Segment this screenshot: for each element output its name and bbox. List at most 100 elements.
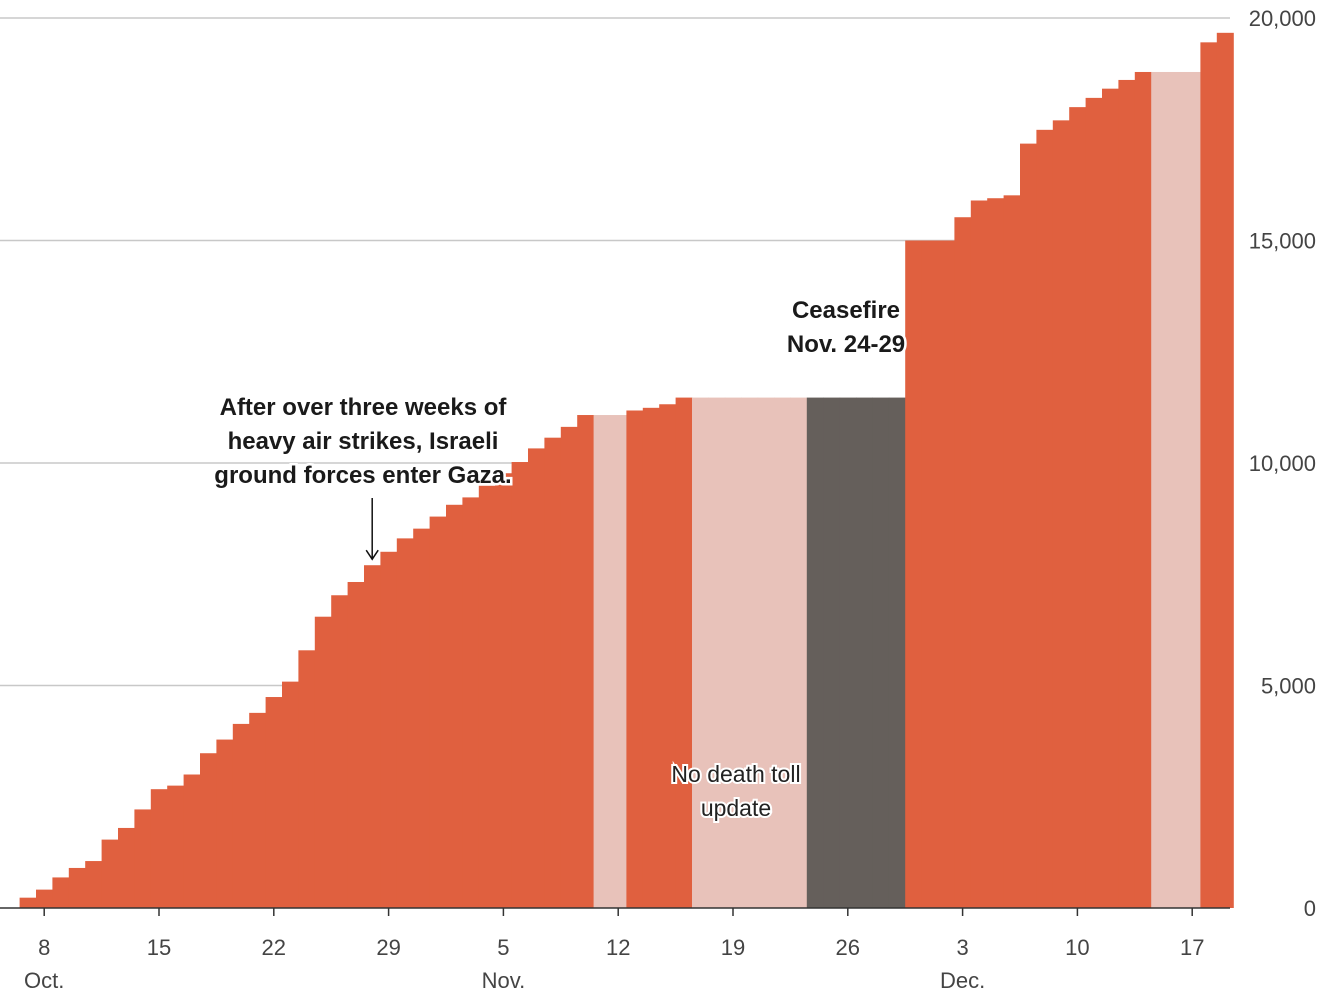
bar bbox=[659, 404, 677, 908]
x-month-label: Oct. bbox=[24, 968, 64, 993]
bar bbox=[708, 397, 726, 908]
annotation-no-update: No death toll bbox=[671, 761, 800, 787]
bar bbox=[183, 774, 201, 908]
bar bbox=[1102, 88, 1119, 908]
bar bbox=[626, 410, 644, 908]
bar bbox=[68, 867, 86, 908]
bar bbox=[544, 437, 562, 908]
bar bbox=[839, 397, 857, 908]
bar bbox=[692, 397, 709, 908]
x-tick-label: 22 bbox=[262, 935, 286, 960]
y-tick-label: 10,000 bbox=[1249, 451, 1316, 476]
bar bbox=[298, 650, 316, 908]
bar bbox=[52, 877, 70, 908]
bar bbox=[1020, 143, 1037, 908]
annotation-ground-forces: heavy air strikes, Israeli bbox=[228, 428, 499, 455]
x-tick-label: 15 bbox=[147, 935, 171, 960]
bar bbox=[675, 397, 693, 908]
bar bbox=[118, 827, 135, 908]
bar bbox=[232, 723, 250, 908]
bar bbox=[970, 200, 988, 908]
x-tick-label: 12 bbox=[606, 935, 630, 960]
bar bbox=[642, 407, 660, 908]
bar bbox=[757, 397, 775, 908]
bar bbox=[1069, 107, 1087, 909]
bar bbox=[134, 809, 152, 908]
y-tick-label: 15,000 bbox=[1249, 229, 1316, 254]
bar bbox=[954, 217, 972, 908]
bar bbox=[560, 426, 578, 908]
bar bbox=[1200, 42, 1218, 909]
bar bbox=[380, 551, 398, 908]
x-tick-label: 5 bbox=[497, 935, 509, 960]
bar bbox=[265, 697, 283, 908]
bar bbox=[823, 397, 841, 908]
bar bbox=[741, 397, 759, 908]
y-axis-tick-labels: 0 5,000 10,000 15,000 20,000 bbox=[1249, 6, 1316, 921]
y-tick-label: 5,000 bbox=[1261, 674, 1316, 699]
bar bbox=[921, 240, 939, 908]
bar bbox=[167, 785, 185, 908]
bar bbox=[462, 497, 480, 908]
bars bbox=[19, 32, 1234, 909]
bar bbox=[216, 739, 234, 908]
bar bbox=[1184, 71, 1201, 908]
bar bbox=[314, 616, 332, 908]
bar bbox=[1085, 97, 1103, 908]
bar bbox=[150, 789, 168, 908]
bar bbox=[364, 565, 381, 908]
bar bbox=[1134, 71, 1152, 908]
x-month-label: Dec. bbox=[940, 968, 985, 993]
bar bbox=[938, 240, 955, 908]
bar bbox=[774, 397, 791, 908]
bar bbox=[396, 538, 414, 908]
x-tick-label: 29 bbox=[376, 935, 400, 960]
bar bbox=[1003, 195, 1021, 908]
annotation-no-update: update bbox=[701, 795, 771, 821]
x-tick-label: 8 bbox=[38, 935, 50, 960]
bar bbox=[1216, 32, 1234, 909]
bar bbox=[577, 415, 595, 908]
bar bbox=[19, 897, 37, 908]
annotation-ceasefire: Nov. 24-29 bbox=[787, 331, 905, 358]
bar bbox=[1151, 71, 1169, 908]
bar bbox=[1052, 120, 1070, 909]
x-tick-label: 26 bbox=[836, 935, 860, 960]
bar bbox=[249, 712, 267, 908]
bar bbox=[806, 397, 824, 908]
bar bbox=[413, 528, 431, 908]
x-tick-label: 10 bbox=[1065, 935, 1089, 960]
x-axis: 8 Oct. 15 22 29 5 Nov. 12 19 26 3 Dec. 10 17 bbox=[0, 907, 1230, 993]
bar bbox=[593, 415, 611, 908]
annotations: After over three weeks of heavy air strik… bbox=[212, 295, 908, 824]
bar bbox=[790, 397, 808, 908]
bar bbox=[1036, 129, 1054, 909]
x-tick-label: 17 bbox=[1180, 935, 1204, 960]
x-month-label: Nov. bbox=[482, 968, 526, 993]
bar bbox=[987, 198, 1005, 909]
bar bbox=[511, 462, 529, 908]
bar bbox=[200, 753, 217, 908]
bar bbox=[610, 415, 627, 908]
bar bbox=[429, 516, 447, 908]
bar bbox=[495, 473, 513, 908]
y-tick-label: 20,000 bbox=[1249, 6, 1316, 31]
bar bbox=[905, 240, 923, 908]
bar bbox=[724, 397, 742, 908]
bar bbox=[478, 485, 496, 908]
bar bbox=[1167, 71, 1185, 908]
annotation-arrow-head bbox=[365, 549, 379, 561]
bar bbox=[1118, 79, 1136, 909]
bar bbox=[331, 595, 349, 908]
annotation-ground-forces: ground forces enter Gaza. bbox=[214, 462, 511, 489]
annotation-ceasefire: Ceasefire bbox=[792, 297, 900, 324]
bar bbox=[347, 581, 365, 908]
bar bbox=[528, 448, 545, 908]
bar bbox=[872, 397, 890, 908]
y-tick-label: 0 bbox=[1304, 896, 1316, 921]
bar bbox=[888, 397, 906, 908]
bar bbox=[36, 889, 53, 908]
bar bbox=[446, 504, 463, 908]
annotation-ground-forces: After over three weeks of bbox=[220, 394, 508, 421]
